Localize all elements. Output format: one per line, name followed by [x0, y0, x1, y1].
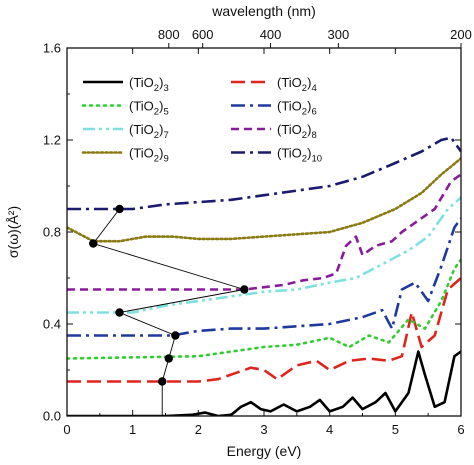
series-lines — [67, 136, 461, 416]
legend: (TiO2)3 (TiO2)4 (TiO2)5 (TiO2)6 (TiO2)7 (TiO2… — [81, 75, 322, 165]
top-tick-label: 200 — [450, 27, 472, 42]
onset-point — [115, 204, 124, 214]
onset-markers — [89, 204, 249, 416]
legend-label: (TiO2)9 — [129, 146, 169, 165]
top-tick-label: 400 — [260, 27, 282, 42]
top-tick-label: 300 — [328, 27, 350, 42]
legend-label: (TiO2)6 — [277, 99, 317, 118]
onset-point — [89, 239, 98, 248]
legend-label: (TiO2)5 — [129, 99, 169, 118]
series-line-6 — [67, 173, 461, 291]
tick-labels: 0 1 2 3 4 5 6 0.0 0.4 0.8 1.2 1.6 800 600 400 300 200 — [43, 27, 472, 437]
tick-marks — [66, 43, 462, 417]
series-line-4 — [67, 217, 461, 337]
onset-point — [164, 354, 173, 363]
legend-label: (TiO2)10 — [277, 146, 322, 165]
x-tick-label: 2 — [195, 422, 202, 437]
series-line-3 — [67, 258, 461, 360]
legend-label: (TiO2)7 — [129, 122, 169, 141]
y-axis-title: σ(ω)(Å²) — [5, 206, 21, 258]
onset-point — [158, 377, 167, 386]
y-tick-label: 0.4 — [43, 317, 61, 332]
y-tick-label: 0.0 — [43, 409, 61, 424]
series-line-7 — [67, 157, 461, 243]
x-tick-label: 1 — [129, 422, 136, 437]
x-tick-label: 3 — [260, 422, 267, 437]
top-tick-label: 800 — [158, 27, 180, 42]
series-line-1 — [67, 350, 461, 416]
series-line-2 — [67, 277, 461, 383]
x-axis-title: Energy (eV) — [227, 443, 302, 459]
legend-label: (TiO2)4 — [277, 75, 317, 94]
y-tick-label: 1.2 — [43, 133, 61, 148]
y-tick-label: 0.8 — [43, 225, 61, 240]
top-axis-title: wavelength (nm) — [211, 3, 316, 19]
onset-point — [240, 285, 249, 294]
series-line-5 — [67, 196, 461, 314]
onset-point — [115, 308, 124, 317]
x-tick-label: 6 — [457, 422, 464, 437]
legend-label: (TiO2)8 — [277, 122, 317, 141]
legend-label: (TiO2)3 — [129, 75, 169, 94]
top-tick-label: 600 — [192, 27, 214, 42]
series-line-8 — [67, 136, 461, 211]
y-tick-label: 1.6 — [43, 41, 61, 56]
x-tick-label: 0 — [63, 422, 70, 437]
onset-point — [171, 331, 180, 340]
plot-frame — [66, 47, 462, 417]
x-tick-label: 5 — [392, 422, 399, 437]
x-tick-label: 4 — [326, 422, 333, 437]
